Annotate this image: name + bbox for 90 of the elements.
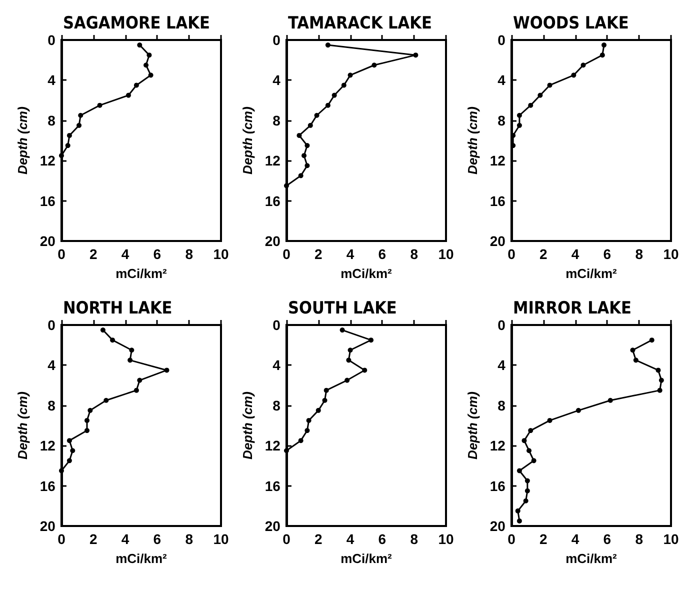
x-tick-label: 8 — [635, 246, 644, 262]
x-axis-title: mCi/km² — [566, 266, 618, 281]
y-tick-label: 12 — [40, 438, 56, 454]
y-tick-label: 20 — [264, 233, 281, 249]
chart-title: SAGAMORE LAKE — [63, 14, 210, 34]
y-tick-label: 20 — [490, 233, 506, 249]
x-axis-title: mCi/km² — [116, 266, 168, 281]
y-axis-title: Depth (cm) — [240, 392, 255, 460]
y-tick-label: 4 — [48, 72, 56, 88]
y-tick-label: 4 — [48, 357, 56, 374]
x-tick-label: 6 — [153, 531, 162, 547]
x-tick-label: 8 — [410, 531, 418, 547]
x-tick-label: 2 — [539, 246, 548, 262]
x-tick-label: 4 — [571, 246, 580, 262]
chart-title: TAMARACK LAKE — [288, 14, 432, 34]
y-tick-label: 4 — [272, 357, 281, 374]
y-tick-label: 12 — [264, 152, 281, 169]
x-tick-label: 2 — [89, 531, 98, 547]
y-tick-label: 16 — [264, 478, 281, 494]
y-tick-label: 8 — [498, 397, 506, 414]
y-tick-label: 20 — [264, 518, 281, 534]
x-axis-title: mCi/km² — [566, 551, 618, 566]
chart-title: SOUTH LAKE — [288, 298, 397, 318]
y-axis-title: Depth (cm) — [240, 106, 255, 174]
y-tick-label: 16 — [40, 192, 56, 209]
y-tick-label: 0 — [498, 32, 506, 48]
chart-title: MIRROR LAKE — [513, 298, 632, 318]
x-tick-label: 2 — [314, 246, 322, 262]
x-tick-label: 10 — [663, 531, 679, 547]
y-axis-title: Depth (cm) — [465, 106, 480, 174]
y-tick-label: 12 — [264, 438, 281, 454]
x-tick-label: 10 — [213, 246, 229, 262]
y-tick-label: 20 — [40, 233, 56, 249]
y-tick-label: 0 — [48, 32, 56, 48]
y-axis-title: Depth (cm) — [465, 392, 480, 460]
y-tick-label: 12 — [490, 152, 506, 169]
y-tick-label: 0 — [272, 317, 281, 333]
y-axis-title: Depth (cm) — [15, 392, 30, 460]
y-tick-label: 16 — [490, 478, 506, 494]
x-tick-label: 8 — [185, 531, 194, 547]
x-tick-label: 6 — [153, 246, 162, 262]
x-tick-label: 8 — [410, 246, 418, 262]
chart-title: NORTH LAKE — [63, 298, 172, 318]
x-tick-label: 4 — [346, 531, 354, 547]
x-tick-label: 0 — [508, 246, 516, 262]
y-tick-label: 8 — [272, 112, 281, 128]
x-tick-label: 10 — [213, 531, 229, 547]
x-tick-label: 6 — [378, 246, 386, 262]
x-tick-label: 0 — [282, 531, 291, 547]
y-tick-label: 8 — [48, 112, 56, 128]
x-axis-title: mCi/km² — [340, 266, 393, 281]
x-tick-label: 0 — [508, 531, 516, 547]
y-tick-label: 0 — [272, 32, 281, 48]
x-tick-label: 10 — [438, 246, 454, 262]
chart-title: WOODS LAKE — [513, 14, 629, 34]
x-tick-label: 2 — [89, 246, 98, 262]
y-tick-label: 12 — [490, 438, 506, 454]
x-axis-title: mCi/km² — [340, 551, 393, 566]
x-tick-label: 0 — [282, 246, 291, 262]
x-tick-label: 0 — [58, 246, 66, 262]
y-tick-label: 0 — [48, 317, 56, 333]
y-tick-label: 4 — [272, 72, 281, 88]
x-tick-label: 4 — [121, 246, 130, 262]
x-tick-label: 4 — [571, 531, 580, 547]
y-tick-label: 0 — [498, 317, 506, 333]
x-tick-label: 8 — [185, 246, 194, 262]
x-tick-label: 4 — [121, 531, 130, 547]
x-tick-label: 0 — [58, 531, 66, 547]
x-tick-label: 2 — [314, 531, 322, 547]
y-tick-label: 4 — [498, 72, 506, 88]
y-tick-label: 16 — [264, 192, 281, 209]
y-tick-label: 12 — [40, 152, 56, 169]
x-tick-label: 6 — [378, 531, 386, 547]
y-axis-title: Depth (cm) — [15, 106, 30, 174]
x-tick-label: 6 — [603, 246, 612, 262]
x-tick-label: 6 — [603, 531, 612, 547]
y-tick-label: 8 — [48, 397, 56, 414]
y-tick-label: 16 — [40, 478, 56, 494]
y-tick-label: 16 — [490, 192, 506, 209]
x-axis-title: mCi/km² — [116, 551, 168, 566]
y-tick-label: 20 — [490, 518, 506, 534]
y-tick-label: 8 — [272, 397, 281, 414]
x-tick-label: 4 — [346, 246, 354, 262]
y-tick-label: 20 — [40, 518, 56, 534]
x-tick-label: 2 — [539, 531, 548, 547]
y-tick-label: 4 — [498, 357, 506, 374]
y-tick-label: 8 — [498, 112, 506, 128]
x-tick-label: 8 — [635, 531, 644, 547]
x-tick-label: 10 — [663, 246, 679, 262]
x-tick-label: 10 — [438, 531, 454, 547]
